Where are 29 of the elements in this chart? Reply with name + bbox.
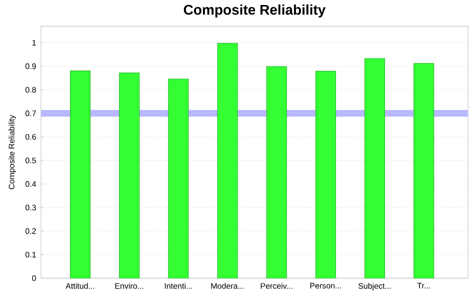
bar	[70, 70, 91, 278]
y-tick-label: 1	[32, 40, 36, 46]
y-tick-label: 0.6	[25, 134, 36, 140]
bar	[168, 78, 189, 278]
y-tick-label: 0.4	[25, 181, 36, 187]
x-tick-label: Attitud...	[66, 282, 94, 289]
bar	[315, 70, 336, 278]
x-tick-label: Modera...	[211, 282, 244, 289]
y-axis-title: Composite Reliability	[8, 114, 16, 190]
y-tick-label: 0.5	[25, 158, 36, 164]
chart-title: Composite Reliability	[184, 4, 326, 18]
y-tick-label: 0.8	[25, 86, 36, 93]
y-tick-label: 0.1	[25, 252, 36, 258]
y-tick-label: 0.2	[25, 228, 36, 234]
bar	[414, 63, 434, 278]
x-tick-label: Person...	[310, 282, 341, 288]
y-tick-label: 0	[32, 275, 36, 281]
bar	[119, 72, 140, 278]
x-tick-label: Intenti...	[164, 282, 192, 289]
x-tick-label: Enviro...	[115, 282, 144, 289]
bar	[364, 58, 386, 278]
y-tick-label: 0.9	[25, 63, 36, 69]
y-tick-label: 0.7	[25, 110, 36, 116]
x-tick-label: Tr...	[417, 282, 430, 288]
x-tick-label: Perceiv...	[260, 282, 292, 289]
y-tick-label: 0.3	[25, 204, 36, 210]
bar	[266, 66, 287, 278]
x-tick-label: Subject...	[358, 282, 391, 290]
bar	[217, 42, 238, 278]
